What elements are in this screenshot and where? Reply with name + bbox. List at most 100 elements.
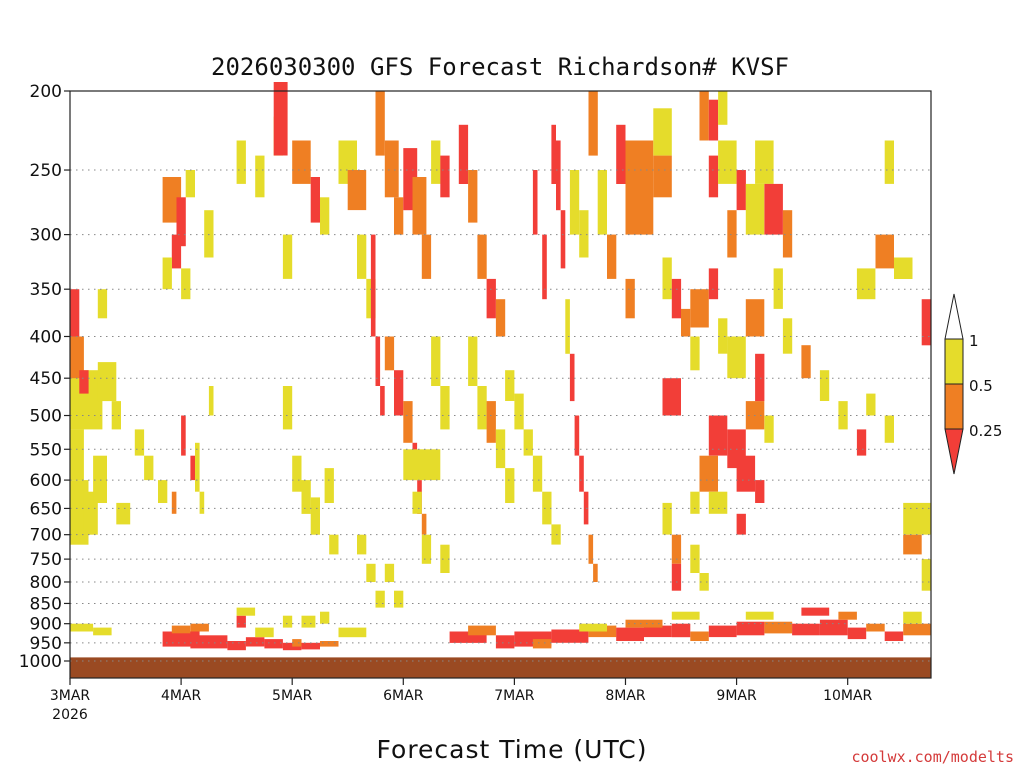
ri-cell	[227, 641, 246, 651]
ri-cell	[324, 468, 334, 503]
ri-cell	[773, 268, 783, 309]
ri-cell	[801, 345, 811, 379]
ri-cell	[579, 210, 589, 258]
ri-cell	[708, 491, 728, 514]
ri-cell	[532, 455, 543, 492]
ri-cell	[310, 497, 320, 535]
ri-cell	[792, 623, 820, 636]
ri-cell	[273, 82, 288, 156]
ri-cell	[616, 627, 644, 641]
ri-cell	[190, 455, 195, 481]
ri-cell	[495, 429, 506, 469]
ri-cell	[440, 386, 450, 430]
x-tick-label: 3MAR	[50, 688, 91, 704]
ri-cell	[708, 415, 728, 456]
ri-cell	[856, 268, 876, 300]
ri-cell	[93, 455, 107, 503]
ri-cell	[597, 170, 607, 235]
ri-cell	[764, 183, 783, 235]
ri-cell	[394, 590, 404, 608]
ri-cell	[171, 491, 177, 514]
ri-cell	[292, 140, 311, 184]
y-axis-ticks: 200 250 300 350 400 450 500 550 600 650 700 750 8008…	[19, 82, 70, 672]
ri-cell	[199, 491, 205, 514]
ri-cell	[819, 619, 848, 636]
ri-cell	[236, 140, 246, 184]
ri-cell	[745, 183, 765, 235]
ri-cell	[421, 534, 432, 564]
ri-cell	[884, 631, 904, 641]
ri-cell	[708, 99, 719, 141]
ri-cell	[681, 308, 691, 337]
ri-cell	[625, 140, 654, 235]
ri-cell	[551, 124, 556, 184]
ri-cell	[644, 625, 672, 638]
ri-cell	[505, 370, 515, 401]
y-tick-label: 700	[30, 526, 62, 546]
y-tick-label: 950	[30, 634, 62, 654]
ri-cell	[745, 611, 774, 620]
ri-cell	[176, 197, 186, 247]
ri-cell	[412, 491, 422, 514]
ri-cell	[764, 415, 774, 443]
ri-cell	[569, 170, 580, 235]
colorbar-bin	[944, 338, 964, 385]
ri-cell	[93, 627, 112, 636]
ri-cell	[468, 336, 478, 386]
ri-cell	[736, 621, 765, 636]
ri-cell	[579, 623, 607, 632]
colorbar: 1 0.5 0.25	[944, 293, 1002, 475]
ground-surface	[70, 657, 931, 678]
ri-cell	[838, 611, 857, 620]
ri-cell	[338, 627, 367, 638]
y-tick-label: 800	[30, 573, 62, 593]
y-tick-label: 250	[30, 161, 62, 181]
ri-cell	[375, 336, 381, 386]
ri-cell	[185, 170, 195, 198]
ri-cell	[245, 637, 265, 647]
y-tick-label: 300	[30, 226, 62, 246]
ri-cell	[458, 124, 469, 184]
ri-cell	[116, 502, 131, 525]
ri-cell	[690, 631, 709, 641]
ri-cell	[903, 623, 931, 636]
ri-cell	[292, 455, 302, 492]
ri-cell	[755, 140, 774, 184]
ri-cell	[375, 590, 385, 608]
ri-cell	[588, 534, 594, 564]
ri-cell	[579, 455, 584, 492]
ri-cell	[208, 386, 214, 416]
ri-cell	[718, 140, 737, 184]
ri-cell	[565, 299, 570, 354]
ri-cell	[782, 210, 793, 258]
ri-cell	[782, 318, 793, 354]
ri-cell	[542, 491, 552, 525]
ri-cell	[736, 170, 746, 211]
ri-cell	[838, 401, 848, 430]
ri-cell	[477, 386, 487, 430]
ri-cell	[755, 353, 765, 402]
ri-cell	[70, 623, 94, 632]
y-tick-label: 850	[30, 594, 62, 614]
ri-cell	[866, 393, 876, 416]
ri-cell	[282, 234, 293, 279]
ri-cell	[449, 631, 487, 643]
colorbar-label: 0.5	[969, 377, 993, 395]
ri-cell	[70, 289, 80, 337]
ri-cell	[162, 177, 182, 223]
x-tick-label: 7MAR	[494, 688, 535, 704]
ri-cell	[690, 336, 700, 371]
y-tick-label: 750	[30, 550, 62, 570]
ri-cell	[310, 177, 320, 223]
ri-cell	[532, 170, 538, 235]
ri-cell	[421, 513, 427, 535]
ri-cell	[301, 615, 316, 628]
ri-cell	[403, 401, 413, 443]
ri-cell	[97, 289, 108, 319]
ri-cell	[556, 140, 561, 211]
x-tick-label: 9MAR	[716, 688, 757, 704]
ri-cell	[755, 480, 765, 503]
x-tick-label: 5MAR	[272, 688, 313, 704]
ri-cell	[282, 386, 293, 430]
ri-cell	[884, 415, 894, 443]
